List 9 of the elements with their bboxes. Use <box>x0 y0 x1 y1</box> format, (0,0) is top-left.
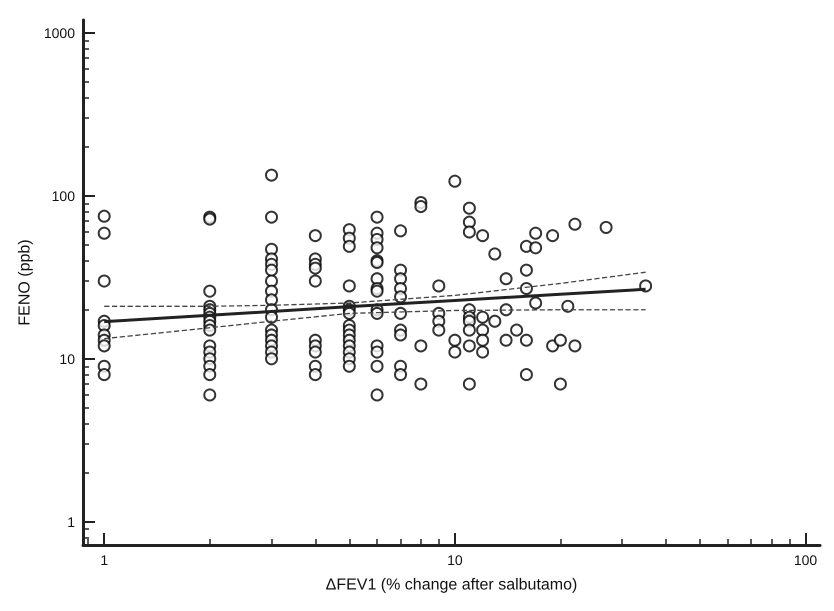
y-axis-title: FENO (ppb) <box>16 239 34 326</box>
x-tick-label: 1 <box>100 552 108 568</box>
x-tick-label: 10 <box>447 552 463 568</box>
y-tick-label: 1 <box>67 514 76 530</box>
x-tick-label: 100 <box>794 552 818 568</box>
y-tick-label: 1000 <box>44 24 76 41</box>
x-axis-title: ΔFEV1 (% change after salbutamo) <box>326 576 578 594</box>
y-tick-label: 100 <box>52 188 76 204</box>
y-tick-label: 10 <box>59 350 76 367</box>
